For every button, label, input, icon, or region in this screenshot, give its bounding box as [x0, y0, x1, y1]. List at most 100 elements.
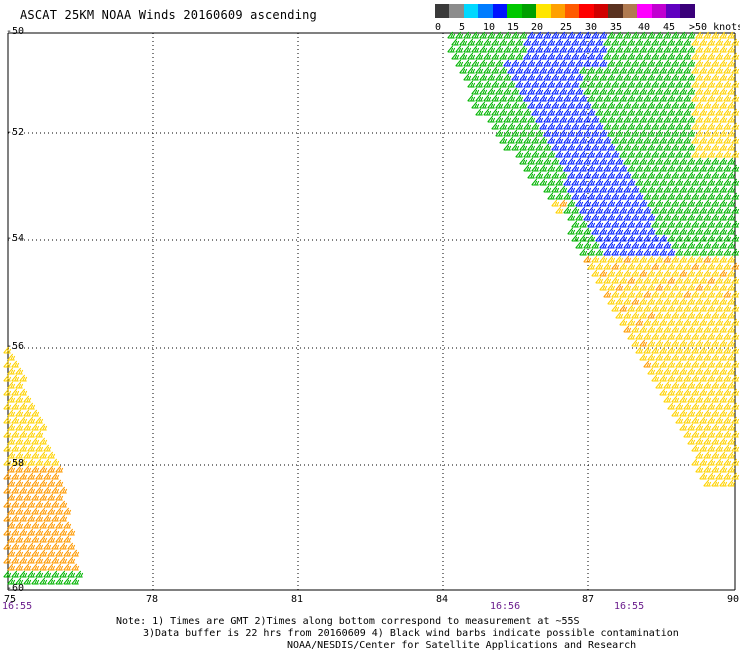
wind-barb [11, 472, 20, 480]
wind-barb [15, 549, 24, 557]
wind-barb [7, 465, 16, 473]
wind-barb [707, 388, 716, 396]
wind-barb [615, 129, 624, 137]
wind-barb [683, 388, 692, 396]
wind-barb [687, 367, 696, 375]
wind-barb [475, 52, 484, 60]
wind-barb [571, 108, 580, 116]
wind-barb [587, 52, 596, 60]
wind-barb [499, 38, 508, 46]
wind-barb [547, 136, 556, 144]
wind-barb [571, 38, 580, 46]
wind-barb [675, 178, 684, 186]
wind-barb [671, 255, 680, 263]
wind-barb [631, 283, 640, 291]
wind-barb [47, 479, 56, 487]
wind-barb [551, 31, 560, 39]
wind-barb [723, 220, 732, 228]
wind-barb [15, 451, 24, 459]
wind-barb [635, 150, 644, 158]
wind-barb [731, 374, 740, 382]
wind-barb [731, 332, 740, 340]
wind-barb [607, 199, 616, 207]
wind-barb [3, 388, 12, 396]
wind-barb [691, 388, 700, 396]
wind-barb [59, 528, 68, 536]
wind-barb [683, 262, 692, 270]
wind-barb [35, 542, 44, 550]
wind-barb [687, 129, 696, 137]
wind-barb [603, 94, 612, 102]
wind-barb [683, 290, 692, 298]
wind-barb [539, 94, 548, 102]
wind-barb [55, 577, 64, 585]
wind-barb [687, 101, 696, 109]
wind-barb [583, 199, 592, 207]
wind-barb [531, 94, 540, 102]
wind-barb [723, 472, 732, 480]
colorbar-swatch [579, 4, 594, 18]
wind-barb [547, 108, 556, 116]
wind-barb [719, 115, 728, 123]
pass-time-label: 16:56 [490, 601, 521, 612]
wind-barb [659, 38, 668, 46]
wind-barb [731, 346, 740, 354]
wind-barb-map [3, 31, 740, 591]
wind-barb [615, 241, 624, 249]
wind-barb [31, 577, 40, 585]
wind-barb [47, 521, 56, 529]
colorbar-tick-label: 25 [560, 22, 573, 33]
wind-barb [543, 73, 552, 81]
lat-label: -52 [6, 127, 25, 138]
wind-barb [43, 472, 52, 480]
wind-barb [491, 38, 500, 46]
wind-barb [607, 31, 616, 39]
wind-barb [483, 108, 492, 116]
wind-barb [643, 276, 652, 284]
wind-barb [623, 87, 632, 95]
wind-barb [663, 31, 672, 39]
wind-barb [7, 395, 16, 403]
wind-barb [667, 402, 676, 410]
wind-barb [15, 493, 24, 501]
wind-barb [691, 108, 700, 116]
wind-barb [31, 521, 40, 529]
wind-barb [711, 465, 720, 473]
colorbar-swatch [478, 4, 493, 18]
wind-barb [535, 143, 544, 151]
wind-barb [551, 87, 560, 95]
wind-barb [711, 45, 720, 53]
wind-barb [671, 325, 680, 333]
wind-barb [675, 52, 684, 60]
colorbar-swatch [637, 4, 652, 18]
wind-barb [503, 115, 512, 123]
wind-barb [723, 122, 732, 130]
wind-barb [731, 38, 740, 46]
wind-barb [691, 346, 700, 354]
lon-label: 84 [436, 594, 449, 605]
wind-barb [635, 66, 644, 74]
wind-barb [611, 122, 620, 130]
wind-barb [615, 115, 624, 123]
wind-barb [591, 73, 600, 81]
wind-barb [591, 255, 600, 263]
wind-barb [487, 73, 496, 81]
wind-barb [39, 577, 48, 585]
wind-barb [699, 276, 708, 284]
wind-barb [519, 87, 528, 95]
wind-barb [59, 542, 68, 550]
wind-barb [623, 255, 632, 263]
wind-barb [39, 423, 48, 431]
wind-barb [67, 570, 76, 578]
wind-barb [595, 192, 604, 200]
wind-barb [651, 80, 660, 88]
wind-barb [675, 38, 684, 46]
wind-barb [579, 220, 588, 228]
wind-barb [7, 577, 16, 585]
wind-barb [731, 402, 740, 410]
wind-barb [647, 87, 656, 95]
wind-barb [23, 423, 32, 431]
wind-barb [655, 339, 664, 347]
wind-barb [623, 157, 632, 165]
wind-barb [651, 66, 660, 74]
